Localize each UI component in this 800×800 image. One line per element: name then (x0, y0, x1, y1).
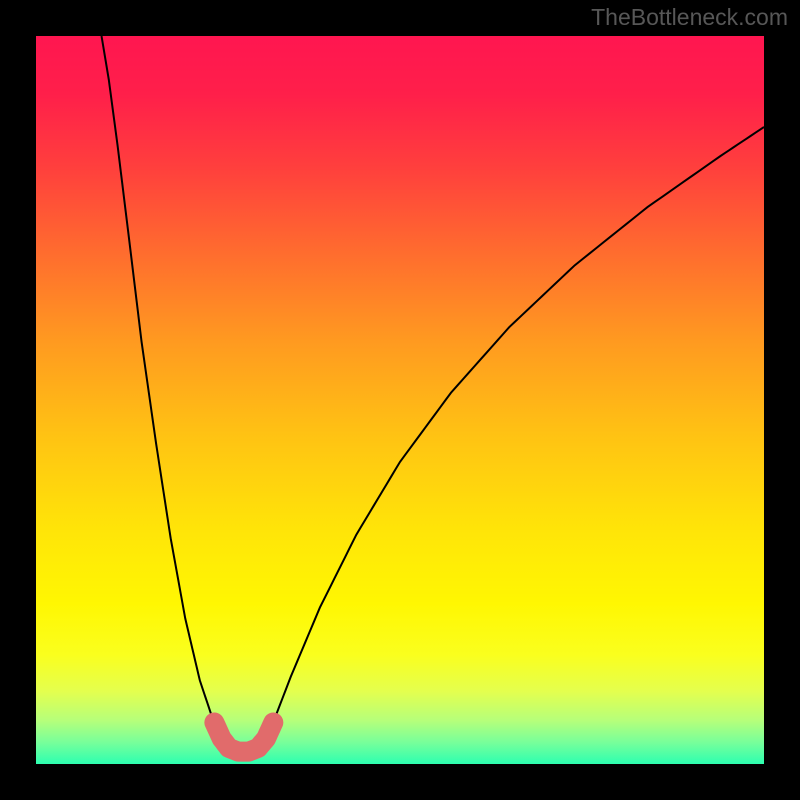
plot-area (36, 36, 764, 764)
chart-curves (36, 36, 764, 764)
bottleneck-highlight (214, 723, 273, 752)
curve-right-branch (260, 127, 764, 749)
curve-left-branch (102, 36, 227, 749)
watermark-text: TheBottleneck.com (591, 4, 788, 31)
